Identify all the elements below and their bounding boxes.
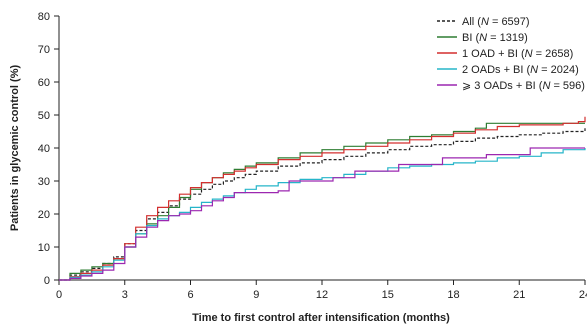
series-lines (59, 116, 586, 281)
x-tick-label: 0 (56, 289, 62, 301)
legend-label-n: N (481, 16, 489, 28)
y-tick-label: 0 (44, 275, 50, 287)
legend-label: BI (N = 1319) (462, 32, 528, 44)
y-tick-label: 10 (38, 242, 50, 254)
axes: 0 10 20 30 40 50 60 70 80 0 3 6 9 12 15 18 21 24 (38, 11, 587, 301)
y-tick-label: 30 (38, 176, 50, 188)
y-tick-label: 80 (38, 11, 50, 23)
legend-label-suffix: = 6597) (489, 16, 530, 28)
x-tick-label: 3 (122, 289, 128, 301)
y-tick-label: 70 (38, 44, 50, 56)
x-tick-label: 21 (513, 289, 525, 301)
series-line-4 (59, 147, 585, 281)
legend-label: 1 OAD + BI (N = 2658) (462, 48, 573, 60)
legend-label-prefix: BI ( (462, 32, 479, 44)
legend-label-suffix: = 2658) (533, 48, 574, 60)
x-axis-title: Time to first control after intensificat… (192, 312, 450, 324)
legend-label: 2 OADs + BI (N = 2024) (462, 64, 579, 76)
legend-label-prefix: ⩾ 3 OADs + BI ( (462, 80, 543, 92)
series-line-3 (59, 148, 586, 281)
y-axis-title: Patients in glycemic control (%) (9, 65, 21, 232)
legend-label: All (N = 6597) (462, 16, 530, 28)
legend-label-n: N (479, 32, 487, 44)
y-tick-label: 20 (38, 209, 50, 221)
legend-label-n: N (530, 64, 538, 76)
legend-label-prefix: 2 OADs + BI ( (462, 64, 530, 76)
x-tick-label: 24 (579, 289, 587, 301)
x-tick-label: 9 (253, 289, 259, 301)
series-line-2 (59, 116, 586, 281)
x-tick-label: 18 (447, 289, 459, 301)
x-tick-label: 6 (187, 289, 193, 301)
legend-label-n: N (542, 80, 550, 92)
legend-label-suffix: = 1319) (487, 32, 528, 44)
series-line-0 (59, 128, 586, 281)
y-tick-label: 50 (38, 110, 50, 122)
y-tick-label: 60 (38, 77, 50, 89)
legend-label-suffix: = 2024) (538, 64, 579, 76)
legend-label-n: N (525, 48, 533, 60)
x-tick-label: 12 (316, 289, 328, 301)
legend: All (N = 6597)BI (N = 1319)1 OAD + BI (N… (437, 16, 585, 92)
series-line-1 (59, 122, 585, 281)
legend-label-prefix: All ( (462, 16, 481, 28)
legend-label: ⩾ 3 OADs + BI (N = 596) (462, 80, 585, 92)
legend-label-prefix: 1 OAD + BI ( (462, 48, 525, 60)
y-tick-label: 40 (38, 143, 50, 155)
x-tick-label: 15 (382, 289, 394, 301)
legend-label-suffix: = 596) (550, 80, 585, 92)
